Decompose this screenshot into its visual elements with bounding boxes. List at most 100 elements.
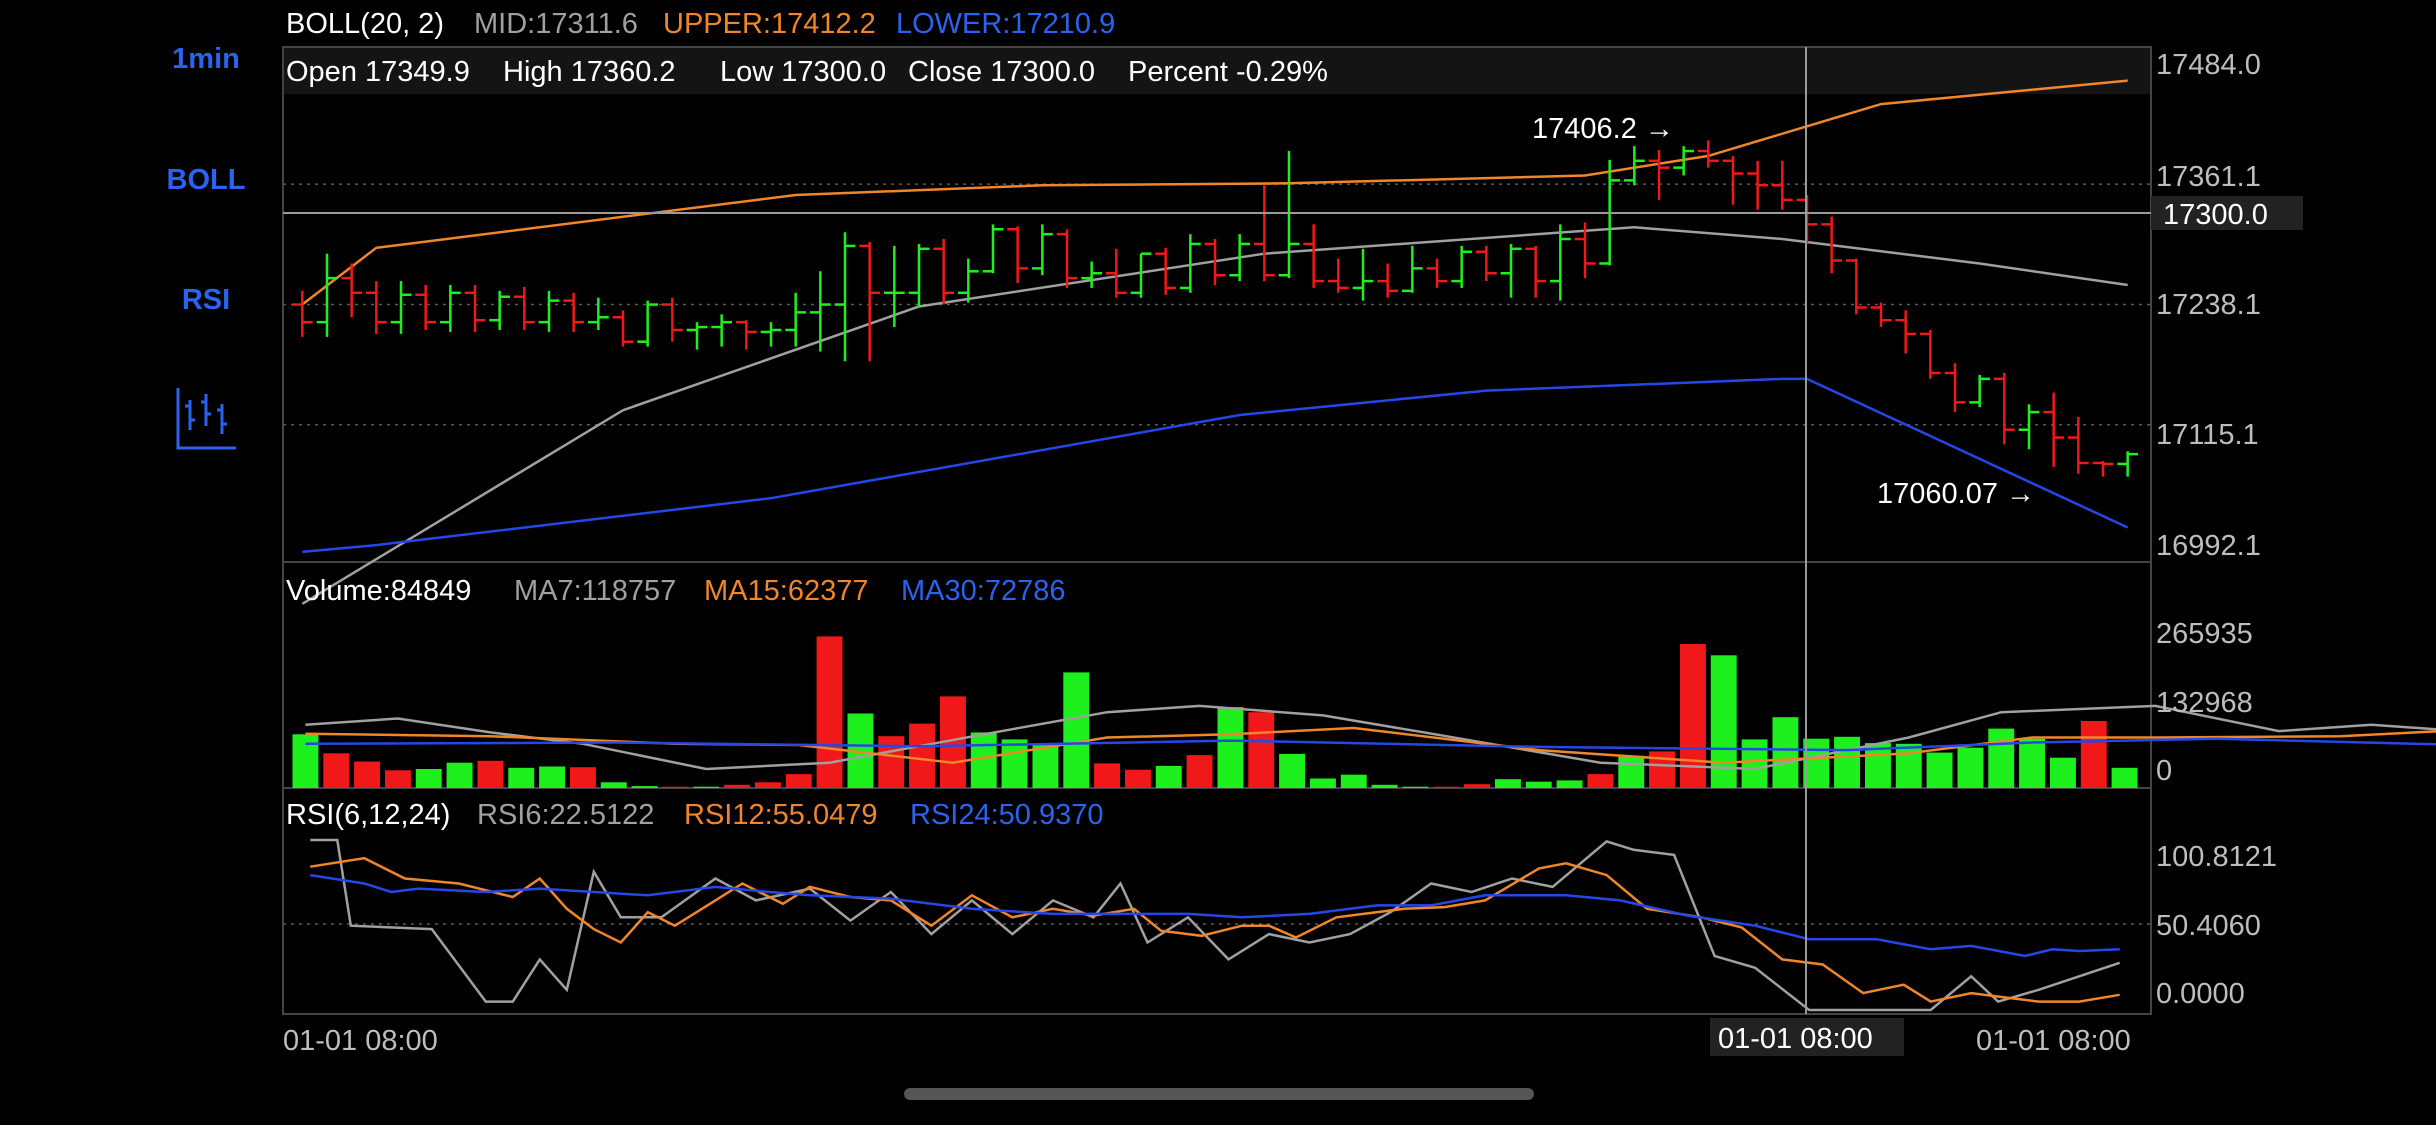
volume-bar xyxy=(1125,769,1151,788)
volume-bar xyxy=(1001,739,1028,788)
ohlc-bar xyxy=(612,310,634,347)
volume-ma15-line xyxy=(305,726,2436,764)
ohlc-bar xyxy=(1352,248,1374,301)
rsi-legend-title: RSI(6,12,24) xyxy=(286,799,450,831)
volume-bar xyxy=(292,734,319,788)
ohlc-bar xyxy=(859,241,881,362)
rsi24-line xyxy=(310,873,2120,958)
ohlc-bar xyxy=(563,292,585,332)
rsi-tick: 0.0000 xyxy=(2156,978,2245,1010)
info-open: Open 17349.9 xyxy=(286,56,470,88)
max-price-label: 17406.2 → xyxy=(1532,113,1674,145)
ohlc-bar xyxy=(587,297,609,330)
ohlc-bar xyxy=(933,239,955,305)
ohlc-bar xyxy=(1426,258,1448,288)
ohlc-bar xyxy=(1179,234,1201,293)
volume-bar xyxy=(1834,736,1860,788)
volume-bar xyxy=(878,736,905,788)
ohlc-bar xyxy=(982,224,1004,274)
crosshair-time-box xyxy=(1710,1018,1904,1056)
ohlc-bar xyxy=(439,284,461,332)
rsi-series xyxy=(310,838,2121,1012)
ohlc-bar xyxy=(785,292,807,347)
ohlc-bar xyxy=(1648,150,1670,200)
volume-bar xyxy=(415,769,442,788)
volume-bar xyxy=(662,786,689,788)
interval-button[interactable]: 1min xyxy=(172,43,240,75)
ohlc-info-bar: Open 17349.9 High 17360.2 Low 17300.0 Cl… xyxy=(286,56,1328,88)
volume-bar xyxy=(385,770,411,788)
volume-bar xyxy=(816,636,843,788)
ohlc-bar xyxy=(1327,258,1349,293)
volume-tick: 265935 xyxy=(2156,618,2253,650)
ohlc-bar xyxy=(1278,151,1300,279)
volume-bar xyxy=(1186,755,1213,788)
ohlc-bar xyxy=(637,300,659,347)
volume-bar xyxy=(1464,784,1490,788)
main-indicator-button[interactable]: BOLL xyxy=(166,164,246,196)
ohlc-bars-icon xyxy=(176,388,236,450)
ohlc-bar xyxy=(1525,245,1547,298)
boll-legend-title: BOLL(20, 2) xyxy=(286,8,444,40)
volume-bar xyxy=(755,782,781,788)
volume-bar xyxy=(477,760,504,788)
ohlc-bar xyxy=(2043,392,2065,467)
volume-bar xyxy=(354,761,380,788)
volume-bar xyxy=(1063,672,1090,788)
ohlc-bar xyxy=(834,232,856,362)
ohlc-bar xyxy=(291,290,313,337)
volume-bar xyxy=(570,767,596,788)
volume-axis: 265935 132968 0 xyxy=(2156,618,2253,787)
volume-bar xyxy=(631,786,658,788)
ohlc-bar xyxy=(1500,243,1522,298)
ohlc-bar xyxy=(2067,417,2089,474)
price-tick: 17361.1 xyxy=(2156,161,2261,193)
volume-bar xyxy=(1248,712,1275,788)
boll-legend: BOLL(20, 2) MID:17311.6 UPPER:17412.2 LO… xyxy=(286,8,1115,40)
ohlc-bar xyxy=(1845,258,1867,315)
ohlc-bar xyxy=(415,284,437,330)
rsi-legend-rsi24: RSI24:50.9370 xyxy=(910,799,1103,831)
min-price-label: 17060.07 → xyxy=(1877,478,2035,510)
home-indicator[interactable] xyxy=(904,1088,1534,1100)
ohlc-bar xyxy=(661,297,683,342)
ohlc-bar xyxy=(1031,224,1053,276)
volume-bar xyxy=(1371,784,1398,788)
ohlc-bar xyxy=(1549,224,1571,301)
ohlc-bar xyxy=(1401,245,1423,293)
ohlc-bar xyxy=(464,284,486,332)
info-close: Close 17300.0 xyxy=(908,56,1095,88)
ohlc-bar xyxy=(957,258,979,303)
info-bar-bg xyxy=(284,48,2150,94)
sub-indicator-button[interactable]: RSI xyxy=(181,284,231,316)
time-label-crosshair: 01-01 08:00 xyxy=(1718,1023,1873,1055)
rsi6-line xyxy=(310,838,2121,1012)
crosshair-price-box xyxy=(2151,196,2303,230)
volume-ma30-line xyxy=(305,737,2436,752)
crosshair-price-label: 17300.0 xyxy=(2163,199,2268,231)
ohlc-bar xyxy=(1007,226,1029,284)
ohlc-bar xyxy=(1821,216,1843,274)
volume-bar xyxy=(1895,743,1922,788)
volume-bar xyxy=(1926,752,1953,788)
rsi12-line xyxy=(310,856,2120,1003)
price-series xyxy=(291,79,2139,605)
price-tick: 17115.1 xyxy=(2156,419,2259,451)
volume-bar xyxy=(1865,743,1891,788)
ohlc-bar xyxy=(341,263,363,318)
volume-bar xyxy=(508,767,535,788)
ohlc-bar xyxy=(1204,239,1226,285)
rsi-legend-rsi12: RSI12:55.0479 xyxy=(684,799,877,831)
ohlc-bar xyxy=(1969,374,1991,408)
boll-legend-lower: LOWER:17210.9 xyxy=(896,8,1115,40)
chart-style-button[interactable] xyxy=(174,386,238,452)
ohlc-bar xyxy=(1377,263,1399,298)
volume-legend-ma30: MA30:72786 xyxy=(901,575,1065,607)
ohlc-bar xyxy=(1105,248,1127,298)
ohlc-bar xyxy=(1870,302,1892,328)
ohlc-bar xyxy=(1747,160,1769,210)
volume-bar xyxy=(446,762,473,788)
ohlc-bar xyxy=(1303,224,1325,288)
